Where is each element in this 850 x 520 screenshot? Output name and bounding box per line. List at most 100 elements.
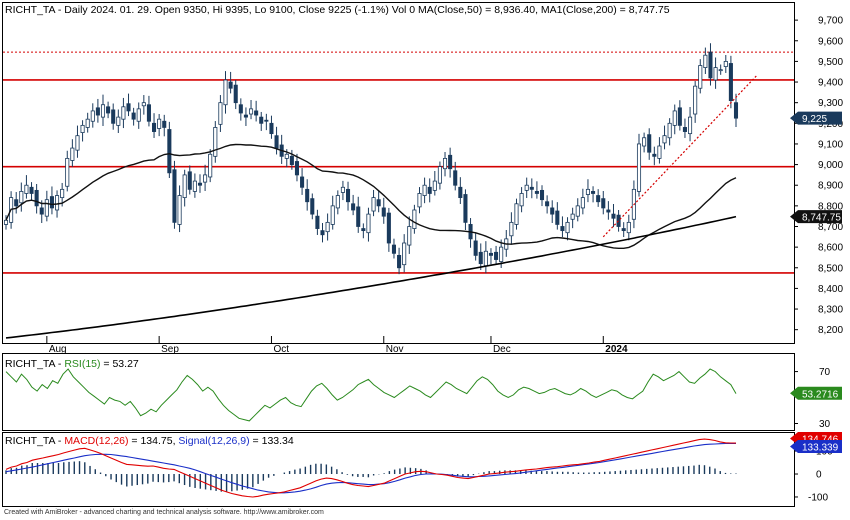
candle-body [539, 189, 545, 201]
candle-body [621, 228, 626, 232]
macd-pane [2, 432, 795, 507]
price-y-tick-label: 8,800 [818, 201, 843, 212]
candle-body [70, 147, 75, 161]
candle-body [626, 221, 631, 234]
candle-body [320, 230, 325, 236]
candle-body [208, 153, 213, 178]
candle-body [371, 197, 376, 212]
candle-body [315, 215, 320, 229]
rsi-title-label: RSI(15) [64, 358, 100, 370]
candle-body [3, 219, 9, 225]
candle-body [203, 174, 208, 183]
candle-body [60, 188, 65, 199]
candle-body [723, 61, 728, 67]
candle-body [422, 184, 427, 196]
candle-body [351, 203, 356, 211]
candle-body [34, 189, 39, 207]
ma50-line [5, 143, 737, 249]
candle-body [14, 199, 19, 207]
candle-body [182, 174, 187, 199]
candle-body [162, 120, 167, 128]
candle-body [545, 201, 550, 207]
ma200-badge-shape [790, 210, 842, 224]
candle-body [391, 244, 397, 254]
candle-body [141, 102, 146, 107]
candle-body [325, 221, 330, 233]
candle-body [264, 119, 269, 122]
candle-body [509, 221, 514, 237]
price-y-tick-label: 8,600 [818, 243, 843, 254]
candle-body [131, 112, 136, 120]
candle-body [19, 191, 24, 204]
candle-body [565, 221, 570, 234]
candle-body [642, 137, 647, 147]
price-y-tick-label: 8,400 [818, 284, 843, 295]
support-resistance-lines [3, 51, 794, 274]
candle-body [95, 107, 100, 116]
trendline-dotted [602, 75, 757, 238]
candle-body [187, 171, 192, 190]
candle-body [397, 254, 402, 269]
candle-body [519, 193, 524, 207]
candle-body [243, 114, 248, 118]
candle-body [361, 228, 366, 232]
candle-body [478, 251, 483, 265]
price-y-tick-label: 9,000 [818, 160, 843, 171]
candle-body [688, 116, 693, 135]
candle-body [591, 191, 596, 194]
price-y-tick-label: 9,400 [818, 78, 843, 89]
candle-body [412, 209, 417, 229]
candle-body [667, 122, 672, 139]
macd-title-prefix: RICHT_TA - [5, 435, 64, 447]
candle-body [284, 153, 289, 159]
price-y-tick-label: 9,500 [818, 57, 843, 68]
candle-body [167, 129, 172, 174]
candle-body [157, 118, 162, 129]
candle-body [238, 104, 243, 114]
macd-title-label: MACD(12,26) [64, 435, 128, 447]
candle-body [529, 186, 534, 190]
candle-body [448, 154, 453, 170]
last-close-badge-text: 9,225 [802, 114, 827, 125]
candle-body [652, 153, 657, 157]
candle-body [693, 85, 698, 115]
rsi-badge-shape [790, 386, 842, 400]
candle-body [228, 81, 233, 89]
candle-body [463, 194, 468, 223]
candle-body [75, 135, 80, 151]
x-axis-tick-label: Sep [161, 344, 179, 355]
signal-badge: 133.339 [790, 439, 842, 453]
price-y-tick-label: 8,300 [818, 305, 843, 316]
price-candles [3, 43, 739, 275]
candle-body [152, 122, 157, 132]
signal-badge-text: 133.339 [802, 442, 839, 453]
candle-body [386, 212, 391, 244]
candle-body [647, 134, 652, 153]
x-axis-tick-label: Nov [386, 344, 404, 355]
candle-body [636, 143, 642, 192]
candle-body [345, 188, 351, 203]
candle-body [274, 135, 279, 149]
candle-body [381, 207, 386, 217]
macd-badge-text: 134.746 [802, 434, 839, 445]
candle-body [310, 198, 315, 215]
candle-body [611, 213, 616, 219]
candle-body [213, 127, 218, 157]
candle-body [223, 79, 228, 106]
candle-body [85, 118, 90, 128]
ma200-line [5, 215, 737, 339]
candle-body [366, 213, 371, 234]
candle-body [65, 157, 70, 187]
candle-body [560, 226, 565, 232]
rsi-y-tick-label: 30 [819, 419, 831, 430]
candle-body [677, 107, 682, 126]
candle-body [192, 180, 197, 192]
candle-body [197, 182, 203, 186]
x-axis-tick-label: Dec [493, 344, 511, 355]
candle-body [703, 54, 708, 68]
candle-body [24, 184, 29, 194]
candle-body [494, 251, 499, 260]
ma200-badge: 8,747.75 [790, 210, 842, 224]
rsi-badge-text: 53.2716 [802, 389, 839, 400]
price-y-tick-label: 8,900 [818, 181, 843, 192]
